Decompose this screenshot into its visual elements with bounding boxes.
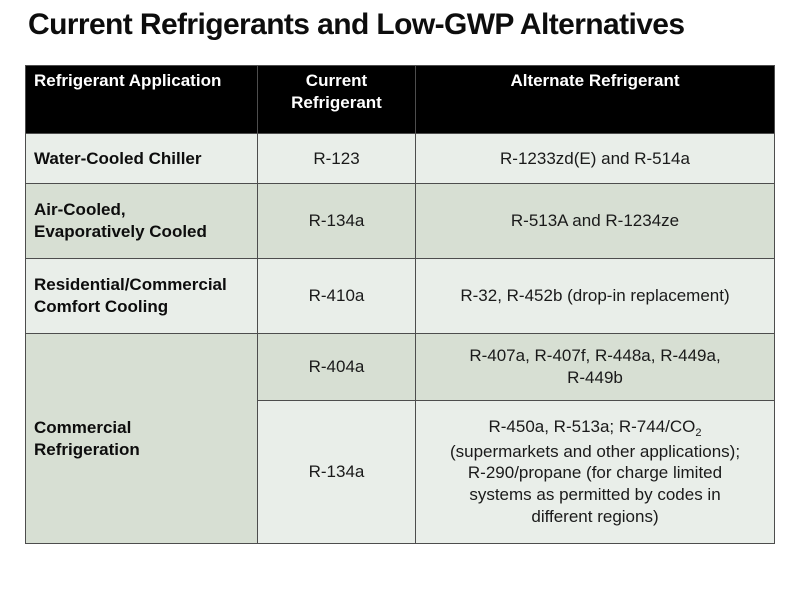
header-current-line: Current (305, 71, 368, 90)
co2-subscript: 2 (695, 427, 702, 440)
application-text: Water-Cooled Chiller (34, 148, 202, 168)
current-refrigerant-cell: R-123 (257, 133, 416, 184)
header-alternate-refrigerant: Alternate Refrigerant (415, 65, 775, 134)
alternate-refrigerant-cell: R-407a, R-407f, R-448a, R-449a, R-449b (415, 333, 775, 401)
header-current-refrigerant: Current Refrigerant (257, 65, 416, 134)
application-text: Air-Cooled, (34, 200, 126, 220)
table-row-commercial-refrigeration-1: Commercial Refrigeration R-404a R-407a, … (25, 333, 775, 544)
application-text: Evaporatively Cooled (34, 222, 207, 241)
alternate-text: systems as permitted by codes in (469, 485, 721, 505)
page-title: Current Refrigerants and Low-GWP Alterna… (28, 8, 685, 41)
table-row-air-cooled: Air-Cooled, Evaporatively Cooled R-134a … (25, 183, 775, 259)
refrigerant-table: Refrigerant Application Current Refriger… (25, 65, 775, 544)
alternate-text: R-449b (567, 368, 623, 387)
current-refrigerant-cell: R-404a (257, 333, 416, 401)
alternate-text: R-407a, R-407f, R-448a, R-449a, (469, 346, 721, 366)
alternate-text: different regions) (531, 506, 659, 526)
application-text: Refrigeration (34, 439, 140, 459)
alternate-text: (supermarkets and other applications); (449, 441, 741, 461)
alternate-text: R-450a, R-513a; R-744/CO2 (424, 416, 766, 440)
alternate-text: R-513A and R-1234ze (510, 211, 680, 231)
alternate-refrigerant-cell: R-1233zd(E) and R-514a (415, 133, 775, 184)
header-row: Refrigerant Application Current Refriger… (25, 65, 775, 134)
table-row-water-cooled-chiller: Water-Cooled Chiller R-123 R-1233zd(E) a… (25, 133, 775, 184)
current-refrigerant-cell: R-134a (257, 183, 416, 259)
application-cell-commercial-refrigeration: Commercial Refrigeration (25, 333, 258, 544)
alternate-text-co2-prefix: R-450a, R-513a; R-744/CO (488, 417, 696, 437)
alternate-text: R-1233zd(E) and R-514a (500, 148, 690, 168)
application-cell: Air-Cooled, Evaporatively Cooled (25, 183, 258, 259)
alternate-text: R-290/propane (for charge limited (467, 463, 723, 483)
alternate-refrigerant-cell: R-450a, R-513a; R-744/CO2 (supermarkets … (415, 400, 775, 544)
current-refrigerant-cell: R-410a (257, 258, 416, 334)
application-text: Residential/Commercial (34, 275, 227, 295)
header-current-line: Refrigerant (291, 92, 382, 112)
alternate-refrigerant-cell: R-32, R-452b (drop-in replacement) (415, 258, 775, 334)
application-text: Commercial (34, 417, 132, 437)
table-row-commercial-refrigeration-2: R-134a R-450a, R-513a; R-744/CO2 (superm… (26, 400, 775, 544)
header-refrigerant-application: Refrigerant Application (25, 65, 258, 134)
current-refrigerant-cell: R-134a (257, 400, 416, 544)
alternate-text: R-32, R-452b (drop-in replacement) (460, 286, 730, 306)
alternate-refrigerant-cell: R-513A and R-1234ze (415, 183, 775, 259)
table-row-residential-commercial: Residential/Commercial Comfort Cooling R… (25, 258, 775, 334)
application-cell: Residential/Commercial Comfort Cooling (25, 258, 258, 334)
application-cell: Water-Cooled Chiller (25, 133, 258, 184)
application-text: Comfort Cooling (34, 297, 169, 316)
